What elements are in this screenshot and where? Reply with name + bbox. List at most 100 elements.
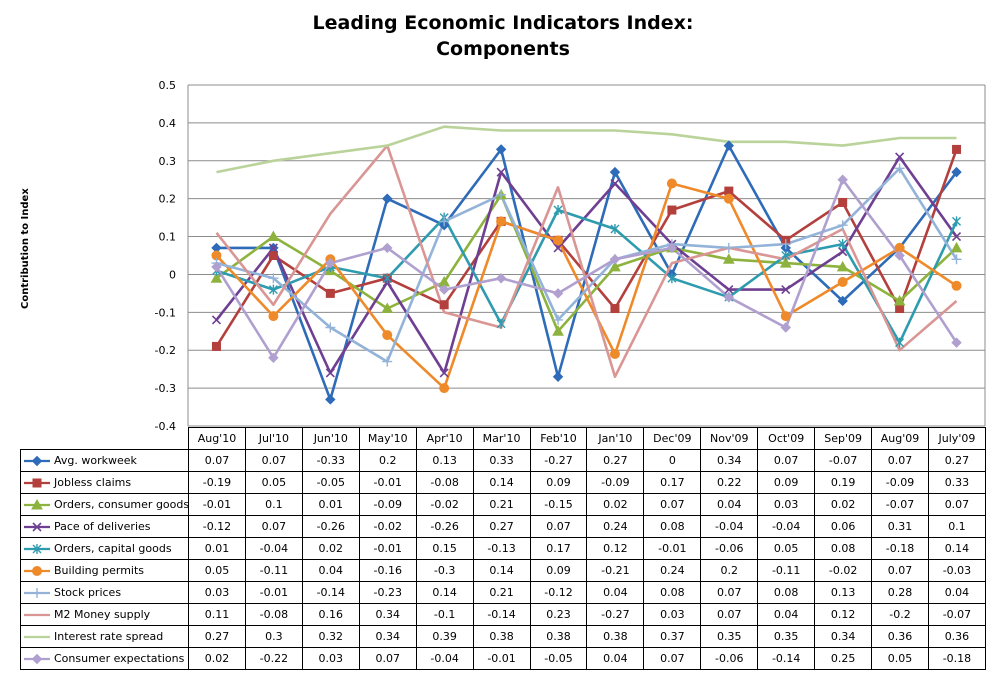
data-point [610, 178, 620, 189]
data-label: 0.05 [188, 559, 246, 582]
data-label: 0.31 [871, 515, 929, 538]
data-table: Aug'10 Jul'10 Jun'10 May'10 Apr'10 Mar'10 Feb'… [20, 427, 986, 670]
data-label: -0.03 [927, 559, 986, 582]
data-point [951, 254, 962, 265]
series-markers [210, 140, 963, 405]
data-point [211, 315, 222, 325]
data-label: -0.04 [700, 515, 759, 538]
data-point [553, 205, 563, 216]
data-point [382, 242, 393, 254]
data-point [32, 478, 42, 488]
data-point [325, 394, 336, 405]
data-point [552, 371, 564, 382]
data-point [553, 235, 564, 246]
data-point [552, 288, 564, 299]
legend-entry: Jobless claims [20, 471, 189, 494]
data-label: 0.38 [586, 625, 645, 648]
data-point [837, 277, 848, 288]
data-label: -0.12 [188, 515, 246, 538]
y-tick-labels: 0.50.40.30.20.10-0.1-0.2-0.3-0.4 [155, 79, 176, 433]
data-label: -0.26 [301, 515, 360, 538]
series-name: Orders, consumer goods [54, 498, 189, 511]
series-lines [215, 125, 958, 401]
data-label: -0.01 [244, 581, 303, 604]
data-label: 0.27 [927, 449, 986, 472]
data-point [724, 285, 734, 295]
data-label: -0.05 [529, 647, 588, 670]
legend-key-icon [24, 588, 50, 598]
data-table-body: Avg. workweek 0.07 0.07 -0.33 0.2 0.13 0.33 -0.… [20, 449, 986, 670]
y-tick-label: -0.2 [155, 344, 176, 357]
data-point [895, 152, 905, 162]
category-label: Mar'10 [472, 427, 531, 450]
data-label: -0.05 [301, 471, 360, 494]
data-label: 0.27 [586, 449, 645, 472]
data-label: 0.05 [757, 537, 816, 560]
series-name: Avg. workweek [54, 454, 137, 467]
data-label: 0.07 [358, 647, 417, 670]
data-label: -0.07 [871, 493, 929, 516]
data-label: 0.36 [871, 625, 929, 648]
y-tick-label: -0.1 [155, 306, 176, 319]
category-label: Jul'10 [244, 427, 303, 450]
data-label: 0.37 [643, 625, 702, 648]
chart-title-line-1: Leading Economic Indicators Index: [312, 12, 694, 34]
data-label: 0.13 [415, 449, 474, 472]
legend-entry: Interest rate spread [20, 625, 189, 648]
data-label: 0.07 [643, 493, 702, 516]
legend-entry: Orders, capital goods [20, 537, 189, 560]
data-point [267, 230, 280, 242]
data-point [780, 311, 791, 322]
data-label: 0.02 [301, 537, 360, 560]
table-row: Orders, consumer goods -0.01 0.1 0.01 -0.09-… [20, 493, 986, 516]
data-label: 0.02 [814, 493, 873, 516]
data-point [32, 522, 42, 532]
series-line [215, 178, 958, 360]
data-label: 0.07 [700, 581, 759, 604]
data-label: 0.07 [643, 647, 702, 670]
data-point [779, 257, 792, 268]
series-line [216, 167, 958, 363]
data-label: 0.34 [700, 449, 759, 472]
data-label: -0.02 [358, 515, 417, 538]
data-point [951, 166, 962, 178]
data-label: -0.11 [757, 559, 816, 582]
table-row: Orders, capital goods 0.01 -0.04 0.02 -0.01 0… [20, 537, 986, 560]
data-label: 0.01 [188, 537, 246, 560]
category-label: Aug'09 [871, 427, 929, 450]
category-label: Sep'09 [814, 427, 873, 450]
data-point [268, 251, 278, 260]
data-label: 0.38 [472, 625, 531, 648]
data-label: -0.19 [188, 471, 246, 494]
y-tick-label: 0.4 [159, 117, 177, 130]
data-point [31, 653, 43, 665]
data-label: -0.04 [757, 515, 816, 538]
data-label: 0 [643, 449, 702, 472]
table-row: M2 Money supply 0.11 -0.08 0.16 0.34 -0.1 -0.1… [20, 603, 986, 626]
data-point [325, 322, 336, 333]
table-row: Building permits 0.05 -0.11 0.04 -0.16 -0.3 0.… [20, 559, 986, 582]
data-label: 0.3 [244, 625, 303, 648]
data-label: 0.27 [188, 625, 246, 648]
data-label: 0.14 [415, 581, 474, 604]
data-point [609, 260, 621, 272]
series-line [215, 144, 958, 379]
data-point [268, 243, 278, 253]
data-label: -0.08 [244, 603, 303, 626]
data-point [268, 273, 279, 284]
data-label: 0.06 [814, 515, 873, 538]
data-point [952, 144, 962, 154]
data-label: 0.14 [472, 471, 531, 494]
data-label: 0.33 [927, 471, 986, 494]
data-label: 0.03 [188, 581, 246, 604]
legend-key-icon [24, 613, 50, 617]
data-label: -0.23 [358, 581, 417, 604]
table-row: Jobless claims -0.19 0.05 -0.05 -0.01 -0.08 0.… [20, 471, 986, 494]
data-point [838, 247, 848, 257]
data-label: 0.2 [358, 449, 417, 472]
data-point [837, 174, 848, 185]
series-line [216, 208, 958, 344]
data-label: 0.07 [757, 449, 816, 472]
data-point [781, 285, 791, 295]
data-label: 0.13 [814, 581, 873, 604]
